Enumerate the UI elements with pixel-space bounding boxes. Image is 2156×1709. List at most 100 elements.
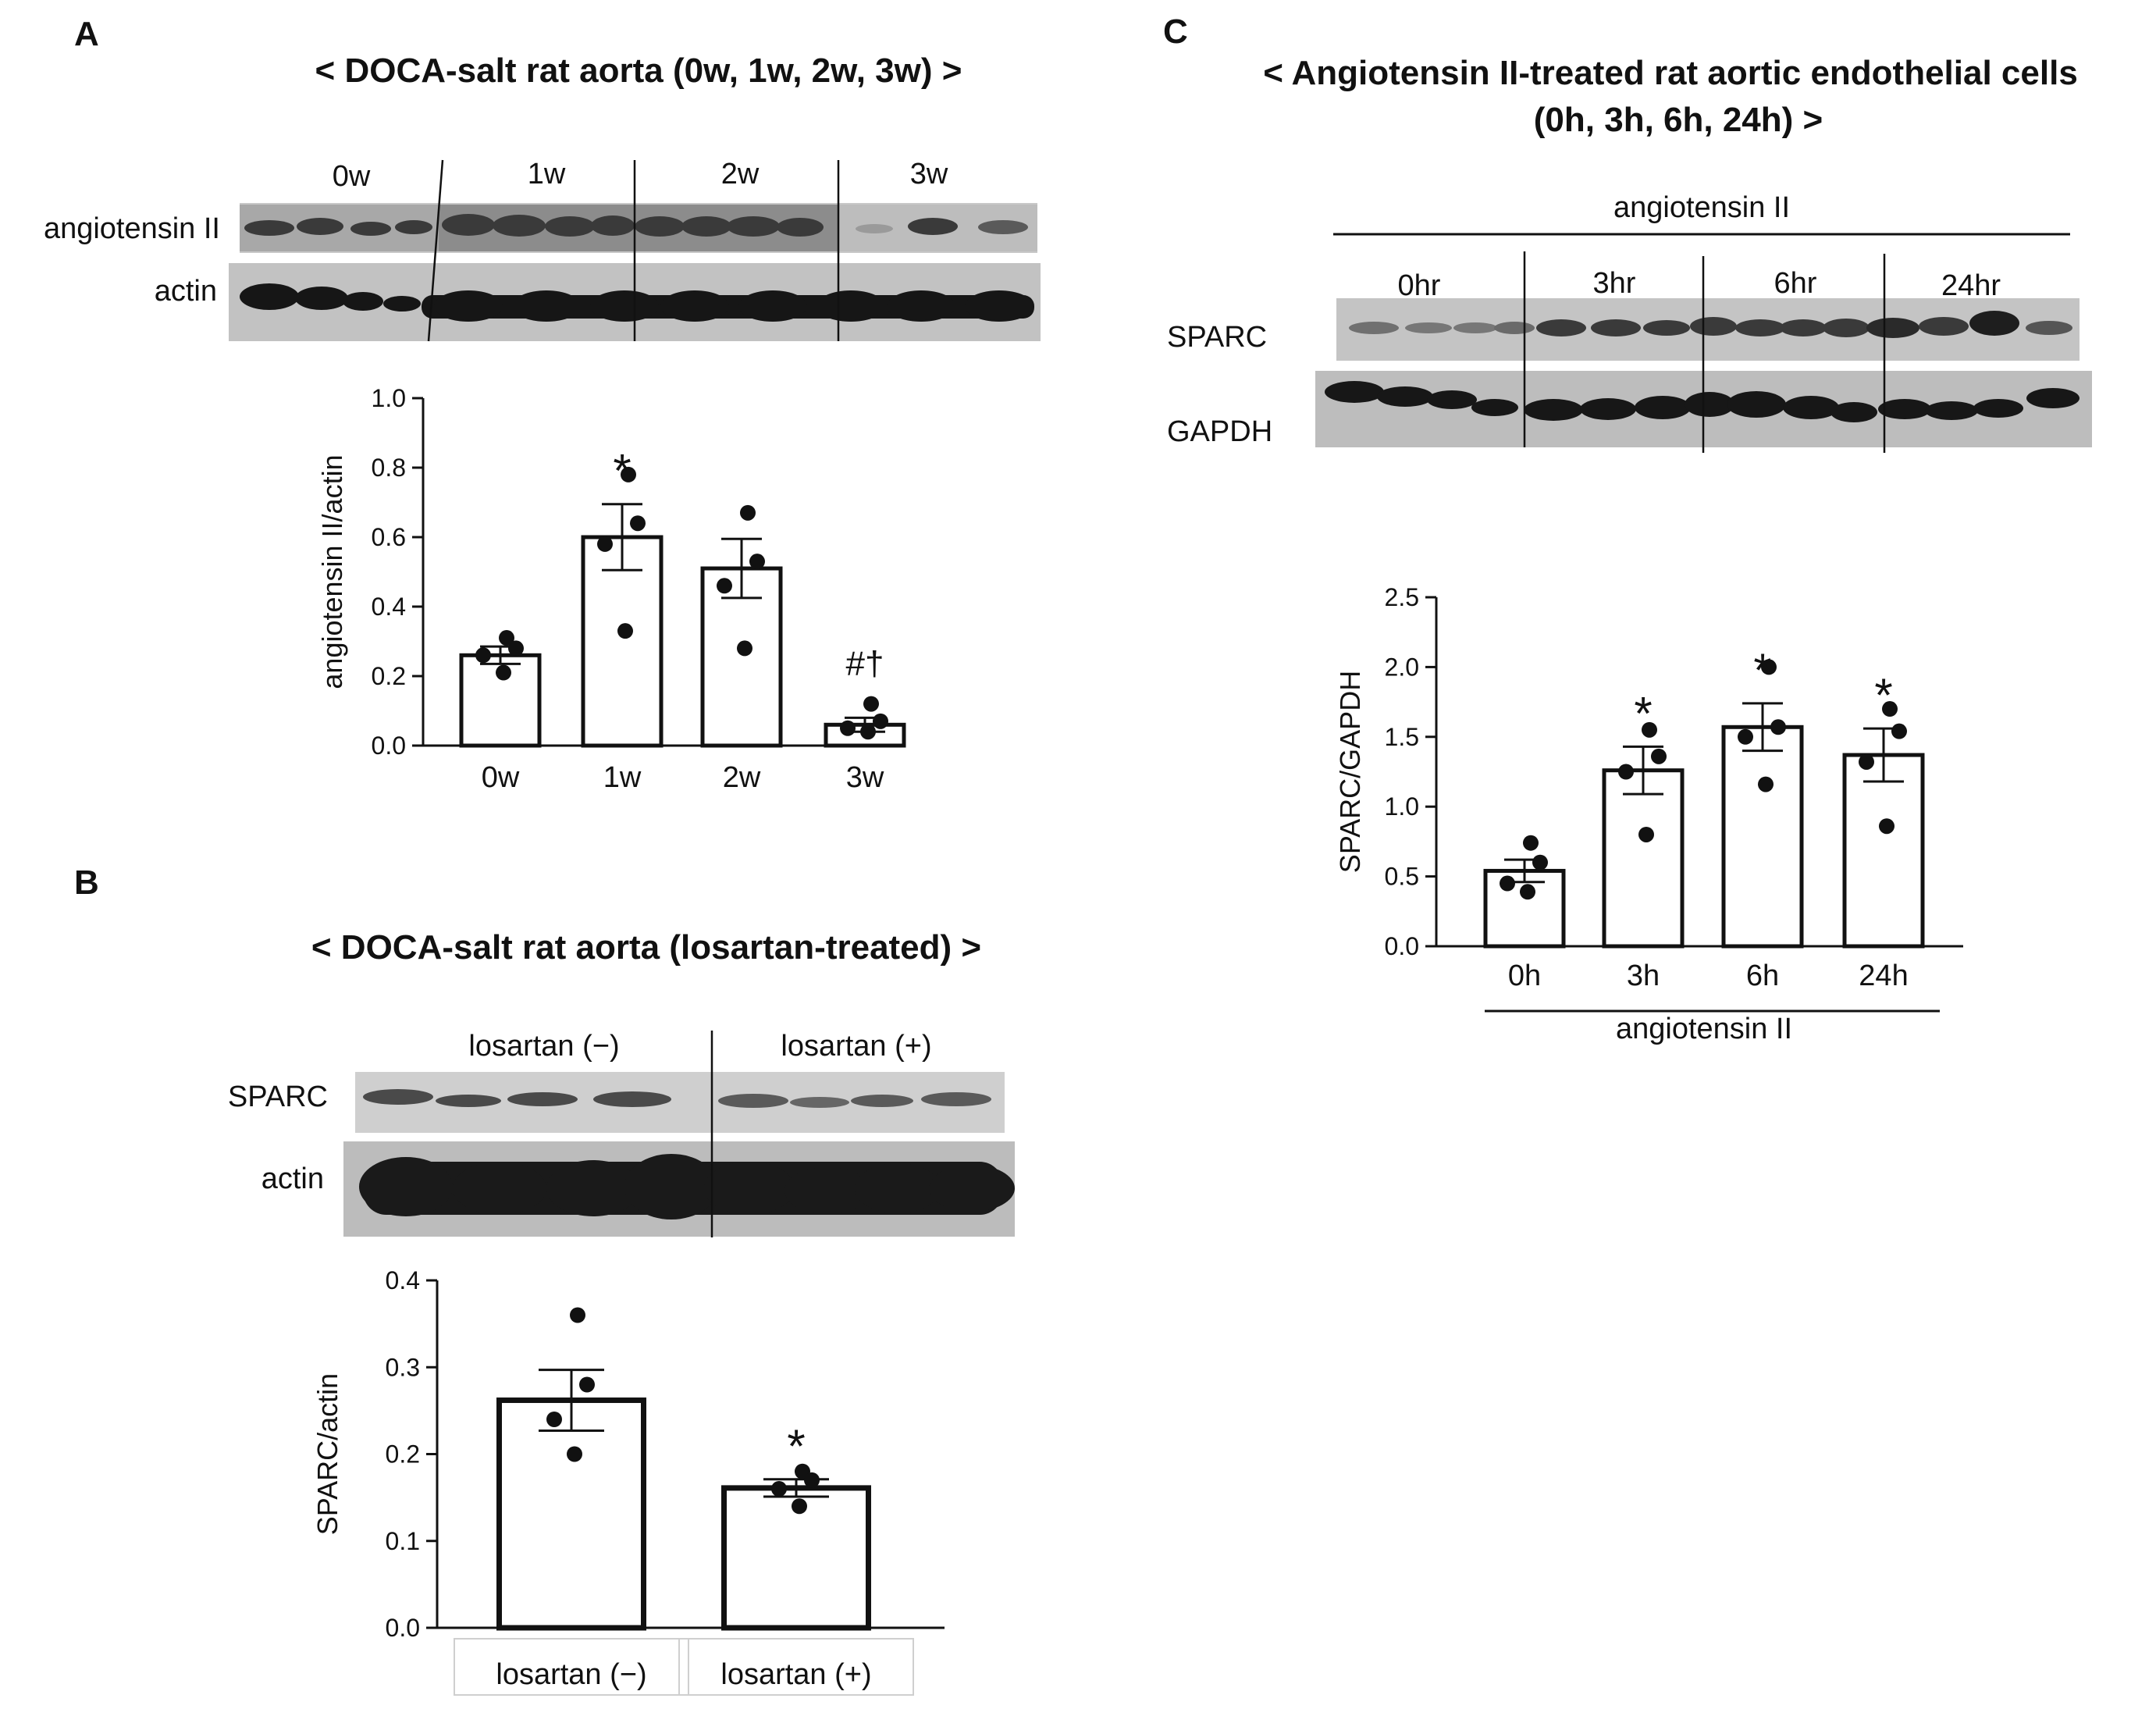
panel-a-data-point [840, 720, 856, 736]
panel-b-data-point [570, 1307, 585, 1323]
panel-b-category-label: losartan (−) [496, 1658, 646, 1691]
panel-c-data-point [1882, 701, 1898, 717]
panel-b-data-point [771, 1481, 787, 1497]
panel-c-title-line2: (0h, 3h, 6h, 24h) > [1534, 101, 1823, 139]
panel-a-y-tick-label: 0.6 [372, 523, 406, 551]
panel-c-y-tick-label: 2.0 [1385, 653, 1419, 681]
panel-c-data-point [1738, 728, 1753, 745]
panel-c-lane-0hr: 0hr [1398, 269, 1441, 302]
panel-c-significance-label: * [1753, 644, 1771, 696]
panel-c-y-tick-label: 1.0 [1385, 792, 1419, 821]
panel-c: C < Angiotensin II-treated rat aortic en… [1163, 12, 2092, 1045]
panel-a-data-point [621, 466, 636, 482]
panel-c-data-point [1770, 719, 1786, 735]
panel-b-blot-actin [343, 1141, 1015, 1237]
panel-a-lane-2w: 2w [721, 158, 760, 190]
panel-c-lane-3hr: 3hr [1593, 267, 1636, 300]
panel-a-data-point [475, 647, 491, 664]
panel-c-letter: C [1163, 12, 1188, 51]
panel-b-category-box [454, 1638, 689, 1696]
panel-c-data-point [1761, 659, 1777, 675]
panel-a-y-tick-label: 0.4 [372, 593, 406, 621]
panel-a-data-point [740, 504, 756, 521]
panel-c-blot-label-gapdh: GAPDH [1167, 415, 1272, 448]
panel-a-y-tick-label: 1.0 [372, 384, 406, 412]
panel-c-significance-label: * [1874, 669, 1892, 721]
panel-a-data-point [737, 640, 752, 657]
panel-b-data-point [546, 1412, 562, 1427]
panel-a-category-label: 3w [846, 761, 884, 794]
panel-b-bar [496, 1397, 646, 1631]
panel-b-data-point [804, 1472, 820, 1488]
chart-a: 0.0 0.2 0.4 0.6 0.8 1.0 angiotensin II/actin 0w… [316, 384, 906, 794]
panel-b-y-tick-label: 0.4 [386, 1266, 420, 1294]
panel-c-data-point [1879, 818, 1895, 835]
panel-a-y-tick-label: 0.8 [372, 454, 406, 482]
panel-a-blot-angiotensin [240, 203, 1037, 253]
panel-c-y-tick-label: 0.0 [1385, 932, 1419, 960]
panel-a-blot-label-actin: actin [155, 275, 217, 308]
panel-b-data-point [792, 1498, 807, 1515]
panel-a-letter: A [74, 15, 99, 53]
panel-c-data-point [1618, 764, 1634, 780]
panel-c-data-point [1500, 875, 1515, 892]
panel-b-lane-minus: losartan (−) [468, 1030, 619, 1063]
panel-b-y-tick-label: 0.1 [386, 1527, 420, 1555]
panel-b-y-tick-label: 0.3 [386, 1353, 420, 1381]
panel-c-bar [1602, 768, 1685, 949]
panel-a-y-axis-label: angiotensin II/actin [316, 454, 348, 689]
chart-c: 0.0 0.5 1.0 1.5 2.0 2.5 SPARC/GAPDH 0h * 3h * 6h * 24… [1334, 583, 1963, 992]
panel-b-blot-label-actin: actin [261, 1162, 324, 1195]
panel-b-category-box [678, 1638, 914, 1696]
panel-a-data-point [499, 630, 514, 646]
panel-c-y-tick-label: 2.5 [1385, 583, 1419, 611]
panel-c-data-point [1520, 884, 1535, 900]
panel-c-data-point [1532, 854, 1548, 871]
panel-a-data-point [597, 536, 613, 552]
panel-a-category-label: 2w [723, 761, 761, 794]
panel-b-letter: B [74, 863, 99, 902]
panel-c-category-label: 0h [1508, 960, 1541, 992]
panel-c-category-label: 3h [1627, 960, 1660, 992]
panel-a-category-label: 1w [603, 761, 642, 794]
panel-b-lane-plus: losartan (+) [781, 1030, 931, 1063]
panel-b-blot-sparc [355, 1072, 1005, 1133]
panel-c-y-tick-label: 0.5 [1385, 863, 1419, 891]
panel-c-xlabel: angiotensin II [1616, 1013, 1792, 1045]
panel-a-data-point [863, 696, 879, 712]
panel-a: A < DOCA-salt rat aorta (0w, 1w, 2w, 3w)… [44, 15, 1041, 794]
panel-b-y-axis-label: SPARC/actin [311, 1373, 343, 1535]
panel-a-lane-0w: 0w [333, 160, 371, 193]
panel-a-significance-label: #† [846, 644, 884, 682]
panel-a-category-label: 0w [482, 761, 520, 794]
panel-c-y-tick-label: 1.5 [1385, 723, 1419, 751]
panel-a-data-point [617, 623, 633, 639]
panel-a-title: < DOCA-salt rat aorta (0w, 1w, 2w, 3w) > [315, 52, 962, 90]
panel-a-lane-3w: 3w [910, 158, 948, 190]
panel-a-data-point [873, 713, 888, 729]
chart-b: 0.0 0.1 0.2 0.3 0.4 SPARC/actin losartan (−) * l… [311, 1266, 945, 1696]
panel-b-blot-label-sparc: SPARC [228, 1081, 328, 1113]
panel-c-treatment-label: angiotensin II [1613, 191, 1790, 224]
panel-a-blot-label-angiotensin: angiotensin II [44, 212, 220, 245]
panel-c-bar [1721, 725, 1804, 949]
panel-a-data-point [860, 724, 876, 740]
panel-a-data-point [717, 578, 732, 594]
panel-c-data-point [1651, 748, 1667, 764]
panel-c-data-point [1859, 753, 1874, 770]
panel-b-category-label: losartan (+) [720, 1658, 871, 1691]
panel-a-bar [581, 535, 664, 748]
panel-c-data-point [1638, 826, 1654, 842]
panel-a-data-point [508, 640, 524, 657]
panel-c-data-point [1891, 723, 1907, 739]
panel-c-blot-label-sparc: SPARC [1167, 321, 1267, 354]
panel-a-lane-1w: 1w [528, 158, 566, 190]
panel-c-y-axis-label: SPARC/GAPDH [1334, 671, 1366, 873]
panel-a-y-tick-label: 0.2 [372, 662, 406, 690]
panel-b-y-tick-label: 0.2 [386, 1440, 420, 1469]
panel-b-data-point [579, 1376, 595, 1393]
panel-b-significance-label: * [787, 1420, 805, 1472]
panel-c-data-point [1642, 721, 1657, 738]
panel-b-title: < DOCA-salt rat aorta (losartan-treated)… [311, 928, 981, 967]
